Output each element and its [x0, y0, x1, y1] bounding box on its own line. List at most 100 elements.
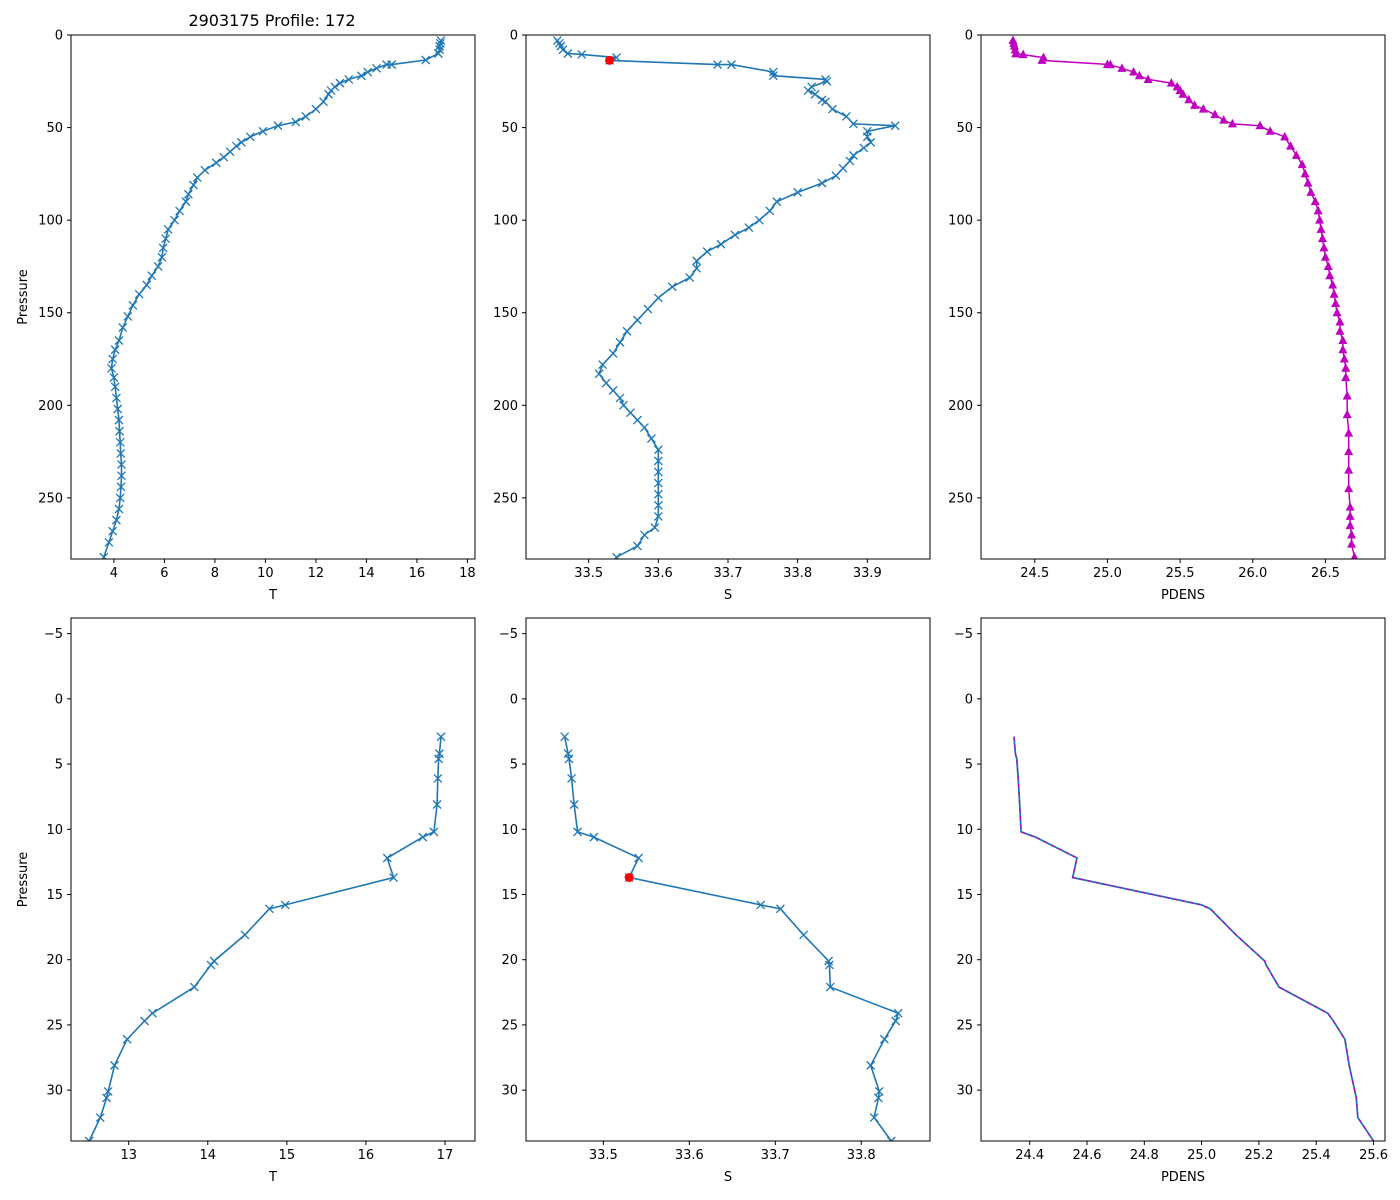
y-tick-label: 0: [55, 692, 63, 707]
data-point: [602, 379, 610, 387]
data-point: [220, 153, 228, 161]
data-point: [822, 98, 830, 106]
series-line: [1014, 737, 1374, 1141]
data-point: [644, 305, 652, 313]
x-tick-label: 12: [308, 566, 325, 581]
data-point: [96, 1114, 104, 1122]
data-point: [773, 198, 781, 206]
data-point: [171, 216, 179, 224]
axes-frame: [981, 618, 1385, 1141]
x-tick-label: 33.9: [853, 566, 882, 581]
flagged-point: [625, 873, 634, 882]
data-point: [1344, 484, 1353, 493]
y-tick-label: −5: [954, 627, 973, 642]
data-point: [182, 198, 190, 206]
data-point: [148, 1009, 156, 1017]
x-tick-label: 33.5: [574, 566, 603, 581]
plot-area: [100, 37, 445, 562]
data-point: [1303, 178, 1312, 187]
series-line: [1013, 41, 1355, 558]
data-point: [1347, 530, 1356, 539]
data-point: [892, 1017, 900, 1025]
data-point: [1318, 234, 1327, 243]
y-tick-label: 150: [38, 306, 63, 321]
data-point: [100, 553, 108, 561]
data-point: [207, 961, 215, 969]
x-tick-label: 14: [200, 1148, 217, 1163]
data-point: [383, 854, 391, 862]
axes-frame: [526, 618, 930, 1141]
x-tick-label: 8: [211, 566, 219, 581]
data-point: [1311, 197, 1320, 206]
x-tick-label: 15: [279, 1148, 296, 1163]
x-tick-label: 16: [409, 566, 426, 581]
data-point: [613, 553, 621, 561]
data-point: [633, 316, 641, 324]
data-point: [212, 159, 220, 167]
data-point: [1344, 428, 1353, 437]
data-point: [1338, 345, 1347, 354]
data-point: [105, 538, 113, 546]
data-point: [302, 112, 310, 120]
data-point: [123, 1035, 131, 1043]
data-point: [176, 207, 184, 215]
x-tick-label: 14: [358, 566, 375, 581]
y-tick-label: 5: [965, 758, 973, 773]
data-point: [1301, 169, 1310, 178]
panels: 4 6 8 10 12 14 16 18050100150200250TPressure33.…: [16, 29, 1388, 1186]
data-point: [1335, 317, 1344, 326]
data-point: [654, 294, 662, 302]
x-tick-label: 10: [257, 566, 274, 581]
data-point: [141, 1017, 149, 1025]
data-point: [312, 105, 320, 113]
data-point: [115, 337, 123, 345]
y-tick-label: 10: [956, 823, 973, 838]
panel-top-left: 4 6 8 10 12 14 16 18050100150200250TPressure: [16, 29, 476, 604]
data-point: [1338, 336, 1347, 345]
data-point: [237, 138, 245, 146]
data-point: [818, 179, 826, 187]
data-point: [867, 1061, 875, 1069]
x-tick-label: 24.6: [1073, 1148, 1102, 1163]
data-point: [143, 281, 151, 289]
x-tick-label: 24.4: [1015, 1148, 1044, 1163]
data-point: [1324, 261, 1333, 270]
data-point: [1341, 363, 1350, 372]
x-tick-label: 18: [459, 566, 476, 581]
plot-area: [561, 733, 903, 1145]
x-tick-label: 25.2: [1244, 1148, 1273, 1163]
y-tick-label: 15: [956, 888, 973, 903]
data-point: [1344, 465, 1353, 474]
x-tick-label: 33.6: [644, 566, 673, 581]
data-point: [755, 216, 763, 224]
data-point: [1219, 115, 1228, 124]
x-tick-label: 33.7: [714, 566, 743, 581]
y-tick-label: 5: [510, 758, 518, 773]
data-point: [616, 394, 624, 402]
x-axis-label: S: [724, 588, 732, 603]
y-tick-label: 100: [38, 214, 63, 229]
data-point: [320, 98, 328, 106]
plot-area: [553, 37, 899, 562]
x-axis-label: PDENS: [1161, 588, 1205, 603]
data-point: [419, 833, 427, 841]
x-tick-label: 26.0: [1238, 566, 1267, 581]
y-tick-label: 150: [493, 306, 518, 321]
y-tick-label: 200: [948, 399, 973, 414]
data-point: [590, 833, 598, 841]
series-line-overlay: [1014, 737, 1374, 1141]
x-tick-label: 4: [110, 566, 118, 581]
data-point: [595, 370, 603, 378]
data-point: [1330, 289, 1339, 298]
data-point: [1344, 447, 1353, 456]
axes-frame: [71, 618, 475, 1141]
data-point: [626, 409, 634, 417]
data-point: [766, 207, 774, 215]
data-point: [336, 79, 344, 87]
y-axis-label: Pressure: [16, 852, 31, 908]
data-point: [1331, 298, 1340, 307]
x-tick-label: 25.0: [1187, 1148, 1216, 1163]
x-axis-label: PDENS: [1161, 1170, 1205, 1185]
y-tick-label: 20: [46, 953, 63, 968]
data-point: [184, 190, 192, 198]
